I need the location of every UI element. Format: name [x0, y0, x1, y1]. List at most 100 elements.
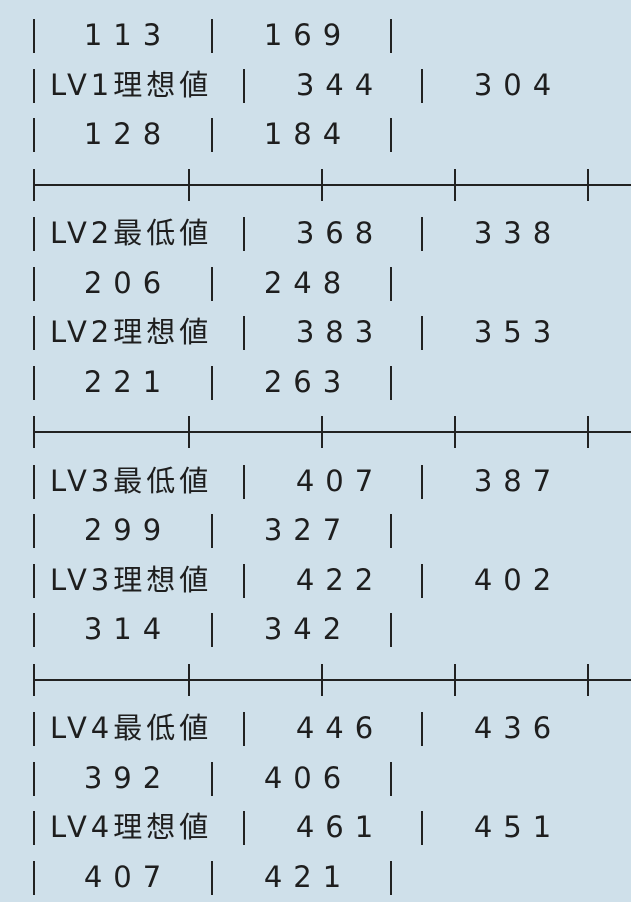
values-row: 392 406 [0, 754, 631, 803]
cell-divider [211, 19, 213, 53]
level-row: LV2理想値 383 353 [0, 308, 631, 357]
cell-divider [243, 563, 245, 598]
separator-tick [188, 168, 190, 201]
value-a: 422 [295, 562, 385, 597]
cell-divider [33, 266, 35, 301]
value-a: 299 [83, 513, 173, 547]
value-a: 407 [295, 463, 385, 498]
cell-divider [243, 811, 245, 845]
cell-divider [243, 217, 245, 251]
separator-rule [33, 183, 631, 186]
cell-divider [390, 761, 392, 796]
level-label: LV1理想値 [50, 67, 213, 102]
value-a: 383 [295, 315, 385, 349]
value-a: 368 [295, 216, 385, 250]
value-b: 451 [473, 810, 563, 844]
values-row: 206 248 [0, 259, 631, 308]
value-a: 221 [83, 364, 173, 399]
cell-divider [421, 68, 423, 103]
cell-divider [33, 860, 35, 895]
level-label: LV4理想値 [50, 810, 213, 844]
cell-divider [211, 266, 213, 301]
table-separator [0, 407, 631, 456]
level-label: LV2最低値 [50, 216, 213, 250]
cell-divider [390, 266, 392, 301]
separator-tick [321, 416, 323, 448]
separator-tick [587, 168, 589, 201]
values-row: 407 421 [0, 853, 631, 902]
separator-tick [33, 168, 35, 201]
separator-tick [33, 416, 35, 448]
cell-divider [421, 316, 423, 350]
level-label: LV3理想値 [50, 562, 213, 597]
cell-divider [390, 860, 392, 895]
value-b: 184 [263, 117, 353, 151]
cell-divider [33, 712, 35, 746]
value-b: 169 [263, 18, 353, 52]
cell-divider [421, 712, 423, 746]
separator-tick [587, 663, 589, 696]
value-a: 206 [83, 265, 173, 300]
cell-divider [390, 118, 392, 152]
cell-divider [33, 217, 35, 251]
cell-divider [33, 365, 35, 400]
level-row: LV2最低値 368 338 [0, 209, 631, 258]
cell-divider [33, 514, 35, 548]
level-label: LV2理想値 [50, 315, 213, 349]
value-a: 128 [83, 117, 173, 151]
value-b: 406 [263, 760, 353, 795]
cell-divider [390, 613, 392, 647]
cell-divider [390, 365, 392, 400]
cell-divider [243, 464, 245, 499]
cell-divider [33, 118, 35, 152]
value-a: 392 [83, 760, 173, 795]
separator-tick [454, 416, 456, 448]
value-a: 446 [295, 711, 385, 745]
value-b: 436 [473, 711, 563, 745]
table-separator [0, 160, 631, 209]
value-b: 387 [473, 463, 563, 498]
level-row: LV3最低値 407 387 [0, 457, 631, 506]
value-a: 407 [83, 859, 173, 894]
value-b: 421 [263, 859, 353, 894]
value-a: 344 [295, 67, 385, 102]
level-row: LV4最低値 446 436 [0, 704, 631, 753]
values-row: 299 327 [0, 506, 631, 555]
table-separator [0, 655, 631, 704]
value-a: 113 [83, 18, 173, 52]
separator-tick [321, 168, 323, 201]
separator-rule [33, 431, 631, 433]
cell-divider [211, 365, 213, 400]
value-b: 342 [263, 612, 353, 646]
values-row: 128 184 [0, 110, 631, 159]
cell-divider [211, 118, 213, 152]
value-b: 353 [473, 315, 563, 349]
value-b: 338 [473, 216, 563, 250]
values-row: 314 342 [0, 605, 631, 654]
cell-divider [33, 316, 35, 350]
cell-divider [390, 19, 392, 53]
value-a: 461 [295, 810, 385, 844]
value-b: 263 [263, 364, 353, 399]
cell-divider [33, 19, 35, 53]
cell-divider [421, 811, 423, 845]
value-a: 314 [83, 612, 173, 646]
level-row: LV3理想値 422 402 [0, 556, 631, 605]
cell-divider [33, 563, 35, 598]
cell-divider [33, 464, 35, 499]
separator-tick [33, 663, 35, 696]
value-b: 304 [473, 67, 563, 102]
separator-tick [454, 663, 456, 696]
separator-tick [454, 168, 456, 201]
cell-divider [33, 613, 35, 647]
cell-divider [211, 514, 213, 548]
values-row: 221 263 [0, 358, 631, 407]
level-row: LV4理想値 461 451 [0, 803, 631, 852]
cell-divider [211, 761, 213, 796]
value-b: 402 [473, 562, 563, 597]
separator-tick [188, 663, 190, 696]
separator-tick [587, 416, 589, 448]
cell-divider [421, 217, 423, 251]
cell-divider [243, 68, 245, 103]
cell-divider [243, 316, 245, 350]
